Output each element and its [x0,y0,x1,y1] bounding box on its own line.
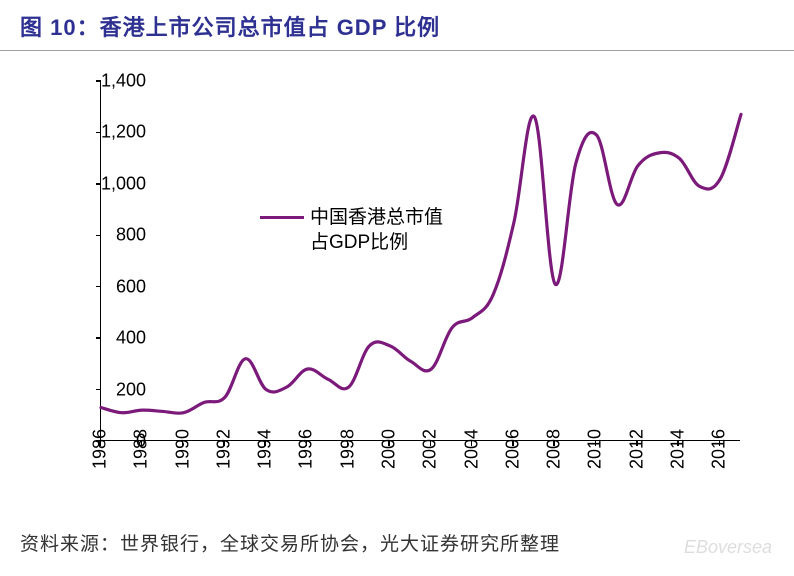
ytick-mark [96,337,101,339]
ytick-label: 800 [96,225,146,246]
source-text: 资料来源：世界银行，全球交易所协会，光大证券研究所整理 [0,521,794,564]
xtick-label: 1998 [337,429,358,469]
xtick-label: 2014 [668,429,689,469]
xtick-mark [141,441,143,446]
legend-text: 中国香港总市值 占GDP比例 [310,206,443,255]
xtick-mark [471,441,473,446]
xtick-mark [347,441,349,446]
series-line [101,114,741,413]
xtick-label: 2004 [461,429,482,469]
ytick-label: 200 [96,379,146,400]
ytick-label: 1,200 [96,122,146,143]
xtick-label: 2000 [379,429,400,469]
ytick-mark [96,389,101,391]
xtick-mark [99,441,101,446]
xtick-label: 2016 [709,429,730,469]
xtick-label: 1986 [90,429,111,469]
legend-line1: 中国香港总市值 [310,207,443,228]
xtick-mark [719,441,721,446]
xtick-label: 2002 [420,429,441,469]
xtick-mark [636,441,638,446]
xtick-mark [223,441,225,446]
ytick-mark [96,132,101,134]
xtick-label: 1990 [172,429,193,469]
ytick-mark [96,183,101,185]
chart-title: 图 10：香港上市公司总市值占 GDP 比例 [20,10,774,42]
line-svg [101,81,741,441]
legend-swatch [260,216,304,219]
xtick-label: 2008 [544,429,565,469]
xtick-mark [306,441,308,446]
legend-line2: 占GDP比例 [310,232,408,253]
ytick-mark [96,286,101,288]
xtick-label: 1992 [213,429,234,469]
xtick-mark [595,441,597,446]
ytick-label: 1,000 [96,173,146,194]
xtick-mark [553,441,555,446]
xtick-label: 1994 [255,429,276,469]
ytick-label: 400 [96,328,146,349]
xtick-mark [388,441,390,446]
xtick-mark [677,441,679,446]
ytick-label: 600 [96,276,146,297]
ytick-mark [96,235,101,237]
xtick-label: 2010 [585,429,606,469]
ytick-label: 1,400 [96,71,146,92]
xtick-label: 1996 [296,429,317,469]
xtick-mark [512,441,514,446]
watermark: EBoversea [684,537,772,558]
xtick-label: 2006 [502,429,523,469]
chart-area: 中国香港总市值 占GDP比例 02004006008001,0001,2001,… [0,51,794,521]
legend: 中国香港总市值 占GDP比例 [260,206,443,255]
xtick-label: 2012 [626,429,647,469]
plot-region [100,81,740,441]
xtick-mark [264,441,266,446]
xtick-mark [430,441,432,446]
ytick-mark [96,80,101,82]
xtick-label: 1988 [131,429,152,469]
xtick-mark [182,441,184,446]
